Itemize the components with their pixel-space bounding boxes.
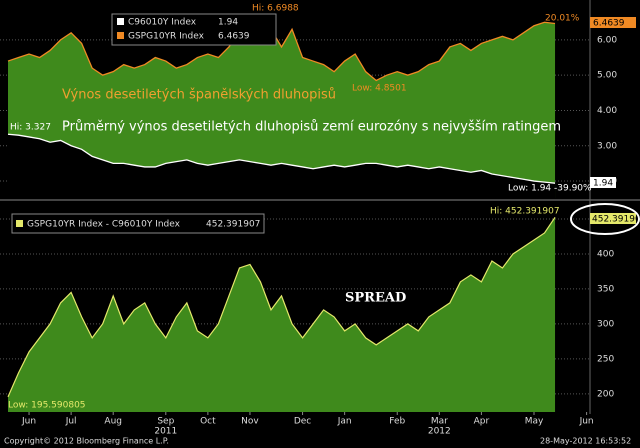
x-tick-label: Mar: [431, 417, 448, 427]
x-tick-label: Feb: [389, 417, 405, 427]
x-tick-label: Apr: [474, 417, 490, 427]
y-tick-label: 200: [597, 389, 614, 399]
plot-layer: 2.003.004.005.006.00200250300350400450: [0, 14, 617, 412]
x-tick-label: Sep: [157, 417, 174, 427]
line: [7, 133, 556, 184]
x-tick-label: Dec: [294, 417, 311, 427]
area: [8, 15, 556, 198]
last-value-box: [590, 213, 636, 224]
y-tick-label: 4.00: [597, 106, 617, 116]
x-tick-label: Oct: [200, 417, 216, 427]
legend-label: GSPG10YR Index - C96010Y Index: [27, 220, 181, 230]
legend-box: [11, 213, 265, 234]
x-year-label: 2011: [154, 427, 177, 437]
annotation: 20.01%: [545, 14, 580, 24]
annotation: Hi: 452.391907: [490, 207, 560, 217]
x-tick-label: Jul: [65, 417, 77, 427]
y-tick-label: 400: [597, 249, 614, 259]
legend-value: 452.391907: [206, 220, 260, 230]
y-tick-label: 300: [597, 319, 614, 329]
x-year-label: 2012: [428, 427, 451, 437]
last-value: 452.391907: [592, 215, 640, 225]
last-value-box: [590, 17, 636, 28]
footer: 28-May-2012 16:53:52: [540, 437, 631, 446]
annotation: Low: 4.8501: [352, 84, 407, 94]
legend-swatch: [117, 32, 124, 39]
x-tick-label: Nov: [241, 417, 259, 427]
legend-swatch: [117, 18, 124, 25]
last-value: 6.4639: [593, 19, 625, 29]
legend-label: GSPG10YR Index: [128, 32, 205, 42]
line: [7, 216, 556, 398]
legend-label: C96010Y Index: [128, 18, 197, 28]
legend-swatch: [16, 220, 23, 227]
y-tick-label: 6.00: [597, 35, 617, 45]
area: [8, 134, 556, 198]
legend-value: 6.4639: [218, 32, 250, 42]
legend-box: [111, 13, 277, 46]
x-tick-label: Jun: [21, 417, 36, 427]
x-tick-label: Aug: [104, 417, 122, 427]
last-value: 1.94: [593, 179, 613, 189]
caption: SPREAD: [345, 291, 406, 306]
last-value-box: [590, 177, 616, 188]
caption: Výnos desetiletých španělských dluhopisů: [62, 88, 336, 103]
area: [8, 217, 556, 412]
x-tick-label: Jan: [337, 417, 352, 427]
line: [7, 14, 556, 82]
y-tick-label: 3.00: [597, 141, 617, 151]
x-tick-label: Jun: [579, 417, 594, 427]
caption: Průměrný výnos desetiletých dluhopisů ze…: [62, 120, 561, 135]
annotation: Hi: 3.327: [10, 123, 51, 133]
y-tick-label: 5.00: [597, 71, 617, 81]
annotation: Low: 195.590805: [8, 401, 86, 411]
y-tick-label: 350: [597, 284, 614, 294]
highlight-ellipse: [570, 203, 640, 235]
y-tick-label: 250: [597, 354, 614, 364]
annotation: Hi: 6.6988: [252, 4, 299, 14]
x-tick-label: May: [525, 417, 544, 427]
annotation: Low: 1.94 -39.90%: [508, 184, 592, 194]
legend-value: 1.94: [218, 18, 238, 28]
footer: Copyright© 2012 Bloomberg Finance L.P.: [4, 437, 169, 446]
